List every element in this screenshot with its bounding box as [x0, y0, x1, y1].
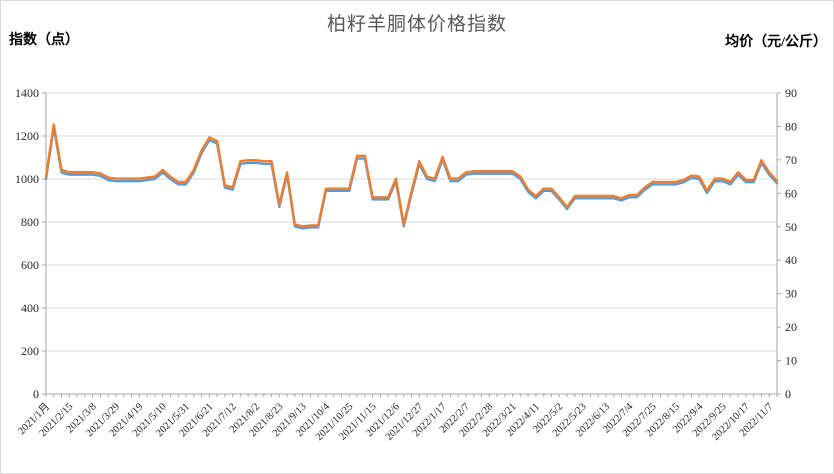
- right-tick-label: 20: [785, 320, 797, 334]
- right-axis-title: 均价（元/公斤）: [725, 35, 827, 50]
- series-line-均价: [44, 123, 779, 228]
- left-tick-label: 200: [21, 344, 39, 358]
- right-tick-label: 90: [785, 86, 797, 100]
- left-tick-label: 1200: [15, 129, 39, 143]
- axes: [42, 92, 781, 397]
- right-tick-label: 10: [785, 354, 797, 368]
- left-tick-label: 600: [21, 258, 39, 272]
- chart-title: 柏籽羊胴体价格指数: [326, 14, 507, 35]
- right-tick-label: 60: [785, 186, 797, 200]
- right-tick-label: 50: [785, 220, 797, 234]
- right-tick-label: 70: [785, 153, 797, 167]
- left-tick-label: 400: [21, 301, 39, 315]
- gridlines: [46, 92, 777, 352]
- right-tick-label: 80: [785, 119, 797, 133]
- right-tick-label: 0: [785, 387, 791, 401]
- left-tick-label: 0: [33, 387, 39, 401]
- left-axis-title: 指数（点）: [9, 33, 79, 48]
- series-line-指数: [44, 126, 779, 230]
- left-tick-label: 1000: [15, 172, 39, 186]
- left-tick-label: 800: [21, 215, 39, 229]
- right-tick-label: 30: [785, 287, 797, 301]
- right-tick-label: 40: [785, 253, 797, 267]
- left-tick-label: 1400: [15, 86, 39, 100]
